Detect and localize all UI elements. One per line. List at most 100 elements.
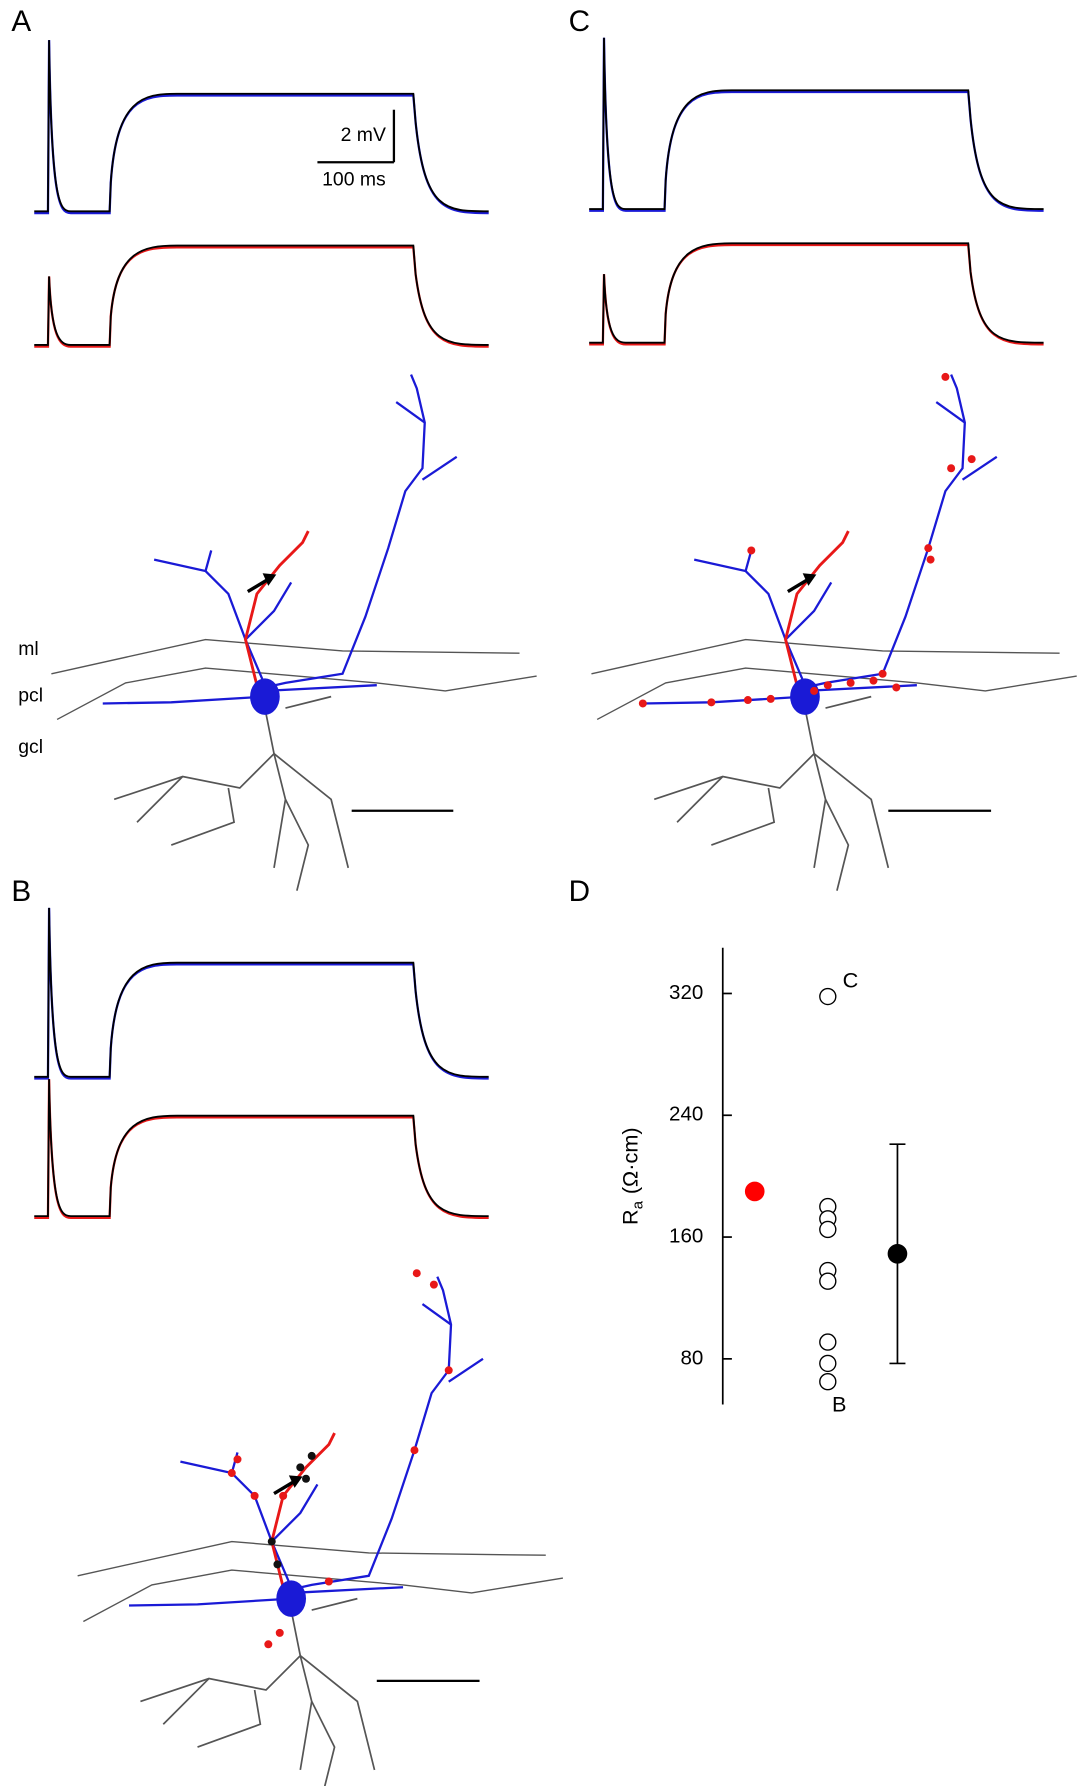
- marker-dot: [264, 1640, 273, 1649]
- fit-trace: [34, 244, 489, 346]
- axon: [170, 787, 236, 846]
- dendrite: [961, 455, 998, 481]
- fit-trace: [34, 907, 489, 1078]
- point: [887, 1243, 908, 1264]
- marker-dot: [707, 698, 716, 707]
- scatter-plot: Ra (Ω·cm) 80 160 240 320 C B: [617, 947, 908, 1416]
- annotation: B: [832, 1391, 846, 1416]
- axon: [197, 1689, 262, 1748]
- panel-label: A: [11, 5, 31, 38]
- layer-label: gcl: [18, 736, 43, 758]
- trace: [34, 246, 489, 348]
- dendrite: [129, 1597, 292, 1607]
- layer-boundary: [51, 638, 520, 675]
- marker-dot: [444, 1366, 453, 1375]
- arrow-head: [288, 1475, 303, 1488]
- layer-label: pcl: [18, 685, 43, 707]
- y-tick-label: 80: [680, 1346, 703, 1369]
- y-axis-label: Ra (Ω·cm): [617, 1127, 646, 1225]
- axon: [299, 1655, 376, 1771]
- marker-dot: [869, 676, 878, 685]
- marker-dot: [926, 555, 935, 564]
- point: [819, 1373, 837, 1391]
- axon: [162, 1677, 210, 1725]
- point: [819, 1333, 837, 1351]
- marker-dot: [924, 544, 933, 553]
- marker-dot: [941, 372, 950, 381]
- layer-boundary: [83, 1569, 564, 1623]
- marker-dot: [250, 1491, 259, 1500]
- layer-boundary: [596, 667, 1077, 721]
- axon: [140, 1609, 302, 1703]
- dendrite: [693, 558, 807, 686]
- marker-dot: [743, 696, 752, 705]
- arrow-head: [262, 573, 277, 586]
- y-tick-label: 240: [669, 1103, 703, 1126]
- marker-dot: [410, 1446, 419, 1455]
- axon: [824, 798, 850, 891]
- trace: [589, 243, 1044, 346]
- trace: [589, 37, 1044, 212]
- marker-dot: [638, 699, 647, 708]
- fit-trace: [34, 40, 489, 213]
- marker-dot: [227, 1469, 236, 1478]
- marker-dot: [275, 1628, 284, 1637]
- point: [819, 1220, 837, 1239]
- layer-label: ml: [18, 638, 38, 660]
- y-label-sub: a: [630, 1200, 646, 1209]
- marker-dot: [302, 1474, 310, 1483]
- dendrite: [421, 455, 458, 481]
- scale-label: 2 mV: [341, 124, 386, 146]
- axon: [813, 753, 827, 869]
- marker-dot: [233, 1455, 242, 1464]
- marker-dot: [967, 455, 976, 464]
- y-tick-label: 160: [669, 1224, 703, 1247]
- layer-boundary: [591, 638, 1060, 675]
- axon: [284, 798, 310, 891]
- marker-dot: [846, 678, 855, 687]
- fit-trace: [589, 242, 1044, 344]
- panel-label: B: [11, 875, 31, 908]
- marker-dot: [823, 681, 832, 690]
- marker-dot: [429, 1280, 438, 1289]
- soma: [790, 678, 820, 715]
- dendrite: [264, 374, 426, 689]
- dendrite: [204, 550, 213, 572]
- axon: [653, 707, 816, 801]
- dendrite: [291, 1586, 404, 1595]
- dendrite: [102, 695, 265, 705]
- axon: [825, 695, 872, 709]
- marker-dot: [273, 1560, 282, 1569]
- marker-dot: [307, 1451, 316, 1460]
- marker-dot: [878, 669, 887, 678]
- arrow-head: [802, 573, 817, 586]
- axon: [711, 787, 776, 846]
- fit-trace: [589, 37, 1044, 210]
- dendrite: [804, 374, 966, 689]
- marker-dot: [892, 683, 901, 692]
- dendrite: [290, 1276, 453, 1591]
- axon: [310, 1701, 336, 1786]
- dendrite: [642, 695, 806, 705]
- dendrite: [395, 401, 426, 424]
- y-tick-label: 320: [669, 981, 703, 1004]
- scale-label: 100 ms: [322, 169, 386, 191]
- y-label-main: R: [617, 1209, 642, 1225]
- illustrations: [34, 37, 1077, 1786]
- marker-dot: [412, 1269, 421, 1278]
- y-label-unit: (Ω·cm): [617, 1127, 642, 1194]
- marker-dot: [279, 1491, 288, 1500]
- point: [819, 1272, 837, 1290]
- axon: [113, 707, 275, 801]
- axon: [813, 753, 890, 869]
- dendrite: [244, 581, 293, 641]
- axon: [676, 775, 724, 823]
- dendrite: [180, 1460, 293, 1588]
- dendrite: [264, 684, 377, 693]
- axon: [311, 1597, 358, 1611]
- panel-label: C: [569, 5, 590, 38]
- layer-boundary: [77, 1540, 546, 1577]
- point: [744, 1181, 765, 1202]
- point: [819, 987, 837, 1006]
